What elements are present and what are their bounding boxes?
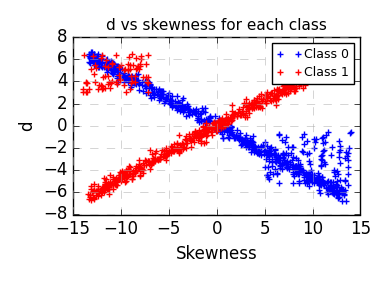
- Class 0: [322, 141, 327, 144]
- Line: Class 1: Class 1: [81, 48, 349, 203]
- X-axis label: Skewness: Skewness: [176, 245, 258, 263]
- Class 0: [342, 194, 347, 197]
- Line: Class 0: Class 0: [86, 49, 354, 204]
- Class 1: [145, 160, 150, 163]
- Class 1: [117, 79, 122, 82]
- Class 0: [287, 168, 291, 171]
- Class 0: [250, 148, 255, 151]
- Class 1: [88, 199, 93, 202]
- Class 0: [340, 199, 345, 203]
- Class 1: [145, 81, 150, 85]
- Class 1: [137, 167, 142, 170]
- Class 1: [118, 77, 123, 81]
- Class 0: [90, 51, 95, 54]
- Class 0: [249, 142, 253, 146]
- Title: d vs skewness for each class: d vs skewness for each class: [106, 18, 327, 33]
- Class 0: [182, 108, 187, 112]
- Class 1: [260, 106, 265, 109]
- Class 0: [114, 67, 119, 70]
- Class 0: [140, 81, 145, 84]
- Class 1: [315, 74, 320, 78]
- Y-axis label: d: d: [18, 121, 36, 131]
- Class 1: [90, 191, 95, 194]
- Legend: Class 0, Class 1: Class 0, Class 1: [272, 43, 354, 84]
- Class 1: [342, 49, 347, 52]
